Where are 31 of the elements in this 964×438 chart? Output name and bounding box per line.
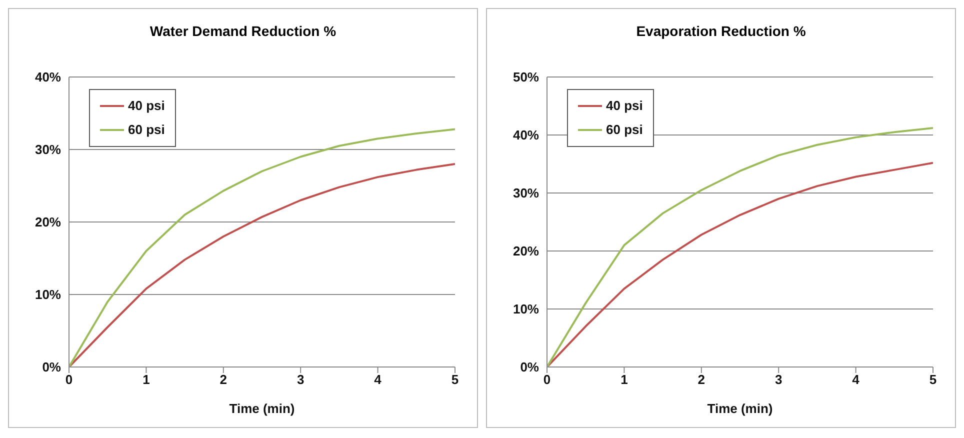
y-tick-label: 30% (34, 142, 62, 158)
x-tick-label: 4 (374, 372, 382, 388)
x-tick-label: 2 (698, 372, 706, 388)
y-tick-label: 20% (512, 244, 540, 259)
y-tick-label: 0% (520, 360, 540, 375)
x-tick-label: 2 (220, 372, 228, 388)
y-tick-label: 10% (512, 302, 540, 317)
x-tick-label: 3 (296, 372, 304, 388)
x-axis-title: Time (min) (229, 401, 295, 416)
x-tick-label: 0 (543, 372, 551, 388)
x-tick-label: 5 (929, 372, 937, 388)
chart-title: Evaporation Reduction % (635, 22, 807, 41)
x-tick-label: 3 (774, 372, 782, 388)
y-tick-label: 30% (512, 186, 540, 201)
chart-title: Water Demand Reduction % (148, 22, 338, 41)
legend-label: 40 psi (606, 97, 643, 115)
legend-label: 40 psi (128, 97, 165, 115)
y-tick-label: 20% (34, 214, 62, 230)
x-tick-label: 5 (451, 372, 459, 388)
y-tick-label: 40% (512, 128, 540, 143)
y-tick-label: 10% (34, 287, 62, 302)
x-tick-label: 1 (142, 372, 150, 388)
legend-label: 60 psi (128, 121, 165, 139)
x-tick-label: 0 (65, 372, 73, 388)
x-tick-label: 1 (620, 372, 628, 388)
x-axis-title: Time (min) (707, 401, 773, 416)
legend-label: 60 psi (606, 121, 643, 139)
x-tick-label: 4 (852, 372, 860, 388)
y-tick-label: 40% (34, 70, 62, 85)
y-tick-label: 50% (512, 70, 540, 85)
y-tick-label: 0% (42, 360, 62, 375)
